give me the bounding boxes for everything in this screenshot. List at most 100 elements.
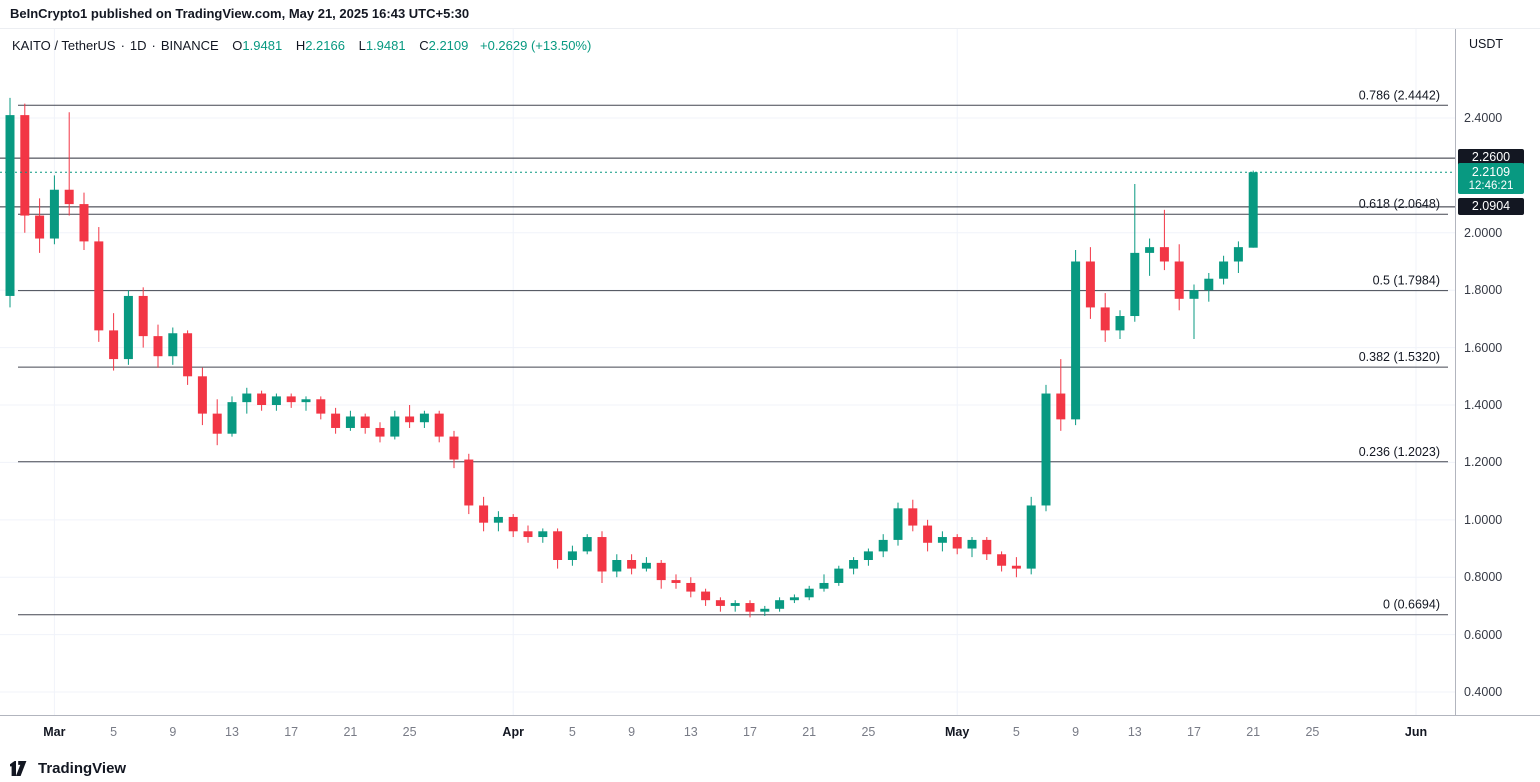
ohlc-high: H2.2166 <box>295 38 345 53</box>
candle-body <box>1189 290 1199 299</box>
candle-body <box>523 531 533 538</box>
candle-body <box>627 560 637 569</box>
date-tick-month: Apr <box>502 725 524 739</box>
date-tick-day: 17 <box>1187 725 1201 739</box>
candle-body <box>242 393 252 403</box>
candle-body <box>745 603 755 612</box>
date-tick-day: 21 <box>343 725 358 739</box>
candle-body <box>49 189 59 239</box>
candle-body <box>109 330 119 360</box>
date-tick-day: 5 <box>1012 725 1020 739</box>
candle-body <box>257 393 267 406</box>
legend-separator: · <box>151 38 156 53</box>
candle-body <box>390 416 400 437</box>
date-tick-day: 9 <box>1072 725 1080 739</box>
ohlc-low: L1.9481 <box>358 38 406 53</box>
candle-body <box>1085 261 1095 308</box>
date-tick-day: 5 <box>568 725 576 739</box>
date-tick-day: 21 <box>1246 725 1261 739</box>
candle-body <box>301 399 311 403</box>
candle-body <box>168 333 178 357</box>
symbol-legend[interactable]: KAITO / TetherUS · 1D · BINANCE O1.9481 H2.2… <box>12 38 591 53</box>
date-tick-day: 25 <box>1305 725 1320 739</box>
candle-body <box>819 582 829 589</box>
legend-separator: · <box>120 38 125 53</box>
date-tick-month: May <box>945 725 970 739</box>
candle-body <box>5 115 15 296</box>
date-tick-day: 25 <box>861 725 876 739</box>
fib-level-label: 0.618 (2.0648) <box>1359 197 1440 211</box>
date-tick-day: 21 <box>802 725 817 739</box>
candle-body <box>20 115 30 216</box>
date-tick-day: 13 <box>225 725 239 739</box>
candle-body <box>967 539 977 549</box>
attribution-text: BeInCrypto1 published on TradingView.com… <box>10 6 470 21</box>
price-tick-label: 2.4000 <box>1464 110 1503 125</box>
candle-body <box>923 525 933 543</box>
candle-body <box>804 588 814 598</box>
candle-body <box>641 562 651 569</box>
candle-body <box>419 413 429 423</box>
candle-body <box>1233 247 1243 262</box>
candle-body <box>582 537 592 552</box>
last-price-badge: 2.2109 12:46:21 <box>1458 163 1524 195</box>
candle-body <box>153 336 163 357</box>
candle-body <box>715 600 725 606</box>
price-tick-label: 0.8000 <box>1464 570 1503 585</box>
date-tick-month: Jun <box>1404 725 1428 739</box>
candle-body <box>789 597 799 601</box>
candle-body <box>1130 252 1140 317</box>
candle-body <box>597 537 607 572</box>
fib-level-label: 0 (0.6694) <box>1383 598 1440 612</box>
candlestick-chart[interactable]: 0.786 (2.4442) 0.618 (2.0648) 0.5 (1.7984)… <box>0 29 1455 715</box>
candle-body <box>1011 565 1021 569</box>
date-tick-day: 25 <box>402 725 417 739</box>
date-tick-day: 5 <box>110 725 118 739</box>
tradingview-logo-icon[interactable] <box>10 760 31 777</box>
candle-body <box>345 416 355 428</box>
candle-body <box>1248 172 1258 248</box>
candle-body <box>849 560 859 569</box>
symbol-name: KAITO / TetherUS <box>12 38 116 53</box>
candle-body <box>464 459 474 506</box>
price-tick-label: 1.2000 <box>1464 455 1503 470</box>
date-tick-day: 9 <box>169 725 177 739</box>
candle-body <box>1026 505 1036 569</box>
fib-level-label: 0.236 (1.2023) <box>1359 445 1440 459</box>
candle-body <box>1100 307 1110 331</box>
candle-body <box>227 402 237 434</box>
candle-body <box>35 215 45 239</box>
candle-body <box>834 568 844 583</box>
candle-body <box>982 539 992 555</box>
candle-body <box>94 241 104 331</box>
price-level-badge: 2.0904 <box>1458 197 1524 215</box>
date-axis[interactable]: Mar 5 9 13 17 21 25 Apr 5 9 13 17 21 25 May 5 9 13 17 21 25 J… <box>0 715 1540 756</box>
candle-body <box>863 551 873 561</box>
date-tick-day: 17 <box>284 725 299 739</box>
candle-body <box>656 562 666 581</box>
candle-body <box>1145 247 1155 253</box>
candle-body <box>760 608 770 612</box>
price-tick-label: 0.4000 <box>1464 685 1503 700</box>
chart-area: 0.786 (2.4442) 0.618 (2.0648) 0.5 (1.7984)… <box>0 28 1540 756</box>
candle-body <box>1071 261 1081 420</box>
candle-body <box>612 560 622 572</box>
price-tick-label: 1.0000 <box>1464 512 1503 527</box>
candle-body <box>316 399 326 414</box>
candle-body <box>286 396 296 403</box>
candle-body <box>271 396 281 406</box>
candle-body <box>1219 261 1229 279</box>
tradingview-brand-text[interactable]: TradingView <box>38 760 127 777</box>
candle-body <box>449 436 459 460</box>
price-axis[interactable]: USDT 2.4000 2.0000 1.8000 1.6000 1.4000 1.200… <box>1455 29 1540 715</box>
ohlc-open: O1.9481 <box>232 38 283 53</box>
candle-body <box>1056 393 1066 420</box>
exchange-label: BINANCE <box>160 38 219 53</box>
candle-body <box>553 531 563 561</box>
price-tick-label: 1.4000 <box>1464 398 1503 412</box>
candle-body <box>183 333 193 377</box>
candle-body <box>138 295 148 337</box>
candle-body <box>893 508 903 540</box>
price-tick-label: 2.0000 <box>1464 225 1503 240</box>
candle-body <box>1204 278 1214 291</box>
